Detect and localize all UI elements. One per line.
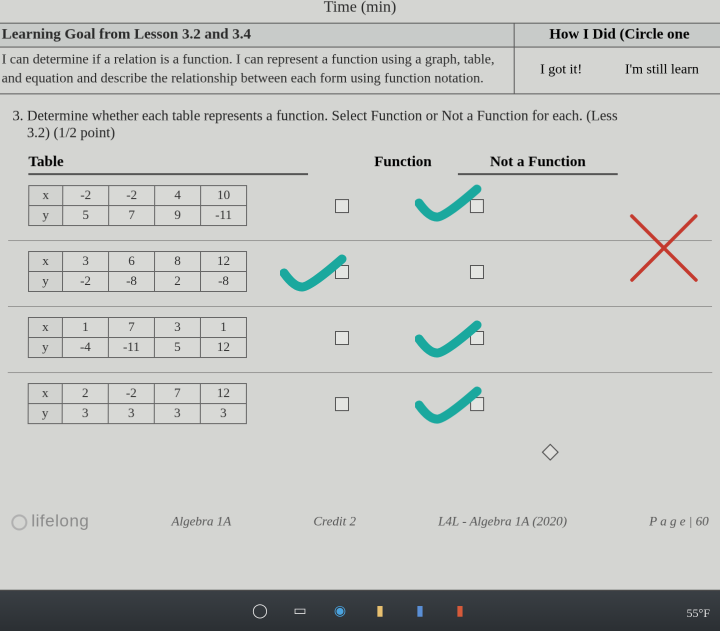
- how-heading: How I Did (Circle one: [515, 24, 720, 48]
- col-function: Function: [348, 154, 458, 175]
- taskbar-taskview-icon[interactable]: ▭: [289, 600, 311, 622]
- col-table: Table: [28, 154, 308, 175]
- footer-course: Algebra 1A: [172, 513, 232, 529]
- table-row: x-2-2410y579-11: [28, 185, 712, 226]
- data-table: x-2-2410y579-11: [28, 185, 247, 226]
- still-learning-option[interactable]: I'm still learn: [625, 62, 699, 78]
- learning-goal-box: Learning Goal from Lesson 3.2 and 3.4 I …: [0, 23, 720, 94]
- col-not-function: Not a Function: [458, 154, 618, 175]
- table-row: x36812y-2-82-8: [28, 251, 712, 292]
- question-ref: 3.2) (1/2 point): [27, 125, 115, 141]
- cursor-diamond-icon: [542, 444, 559, 461]
- taskbar-files-icon[interactable]: ▮: [369, 600, 391, 622]
- taskbar: ◯ ▭ ◉ ▮ ▮ ▮ 55°F: [0, 591, 720, 631]
- page-footer: lifelong Algebra 1A Credit 2 L4L - Algeb…: [0, 511, 720, 531]
- data-table: x36812y-2-82-8: [28, 251, 247, 292]
- checkbox-function[interactable]: [335, 199, 349, 213]
- data-table: x2-2712y3333: [28, 383, 247, 424]
- footer-credit: Credit 2: [313, 513, 356, 529]
- table-row: x1731y-4-11512: [28, 317, 712, 358]
- time-axis-label: Time (min): [0, 0, 720, 23]
- checkbox-function[interactable]: [335, 265, 349, 279]
- checkbox-function[interactable]: [335, 331, 349, 345]
- checkbox-function[interactable]: [335, 397, 349, 411]
- question-3: 3. Determine whether each table represen…: [0, 94, 720, 148]
- taskbar-circle-icon[interactable]: ◯: [249, 600, 271, 622]
- taskbar-temp: 55°F: [687, 606, 710, 621]
- footer-page: P a g e | 60: [649, 513, 708, 529]
- checkbox-not-function[interactable]: [470, 331, 484, 345]
- goal-heading: Learning Goal from Lesson 3.2 and 3.4: [0, 24, 514, 48]
- got-it-option[interactable]: I got it!: [540, 62, 582, 78]
- checkbox-not-function[interactable]: [470, 199, 484, 213]
- taskbar-app-icon[interactable]: ▮: [409, 600, 431, 622]
- checkbox-not-function[interactable]: [470, 397, 484, 411]
- data-table: x1731y-4-11512: [28, 317, 247, 358]
- question-number: 3.: [13, 108, 24, 124]
- table-row: x2-2712y3333: [28, 383, 713, 424]
- taskbar-edge-icon[interactable]: ◉: [329, 600, 351, 622]
- taskbar-office-icon[interactable]: ▮: [449, 600, 471, 622]
- brand-logo: lifelong: [11, 511, 89, 531]
- goal-body: I can determine if a relation is a funct…: [0, 48, 514, 94]
- checkbox-not-function[interactable]: [470, 265, 484, 279]
- question-text: Determine whether each table represents …: [27, 108, 618, 124]
- footer-code: L4L - Algebra 1A (2020): [438, 513, 567, 529]
